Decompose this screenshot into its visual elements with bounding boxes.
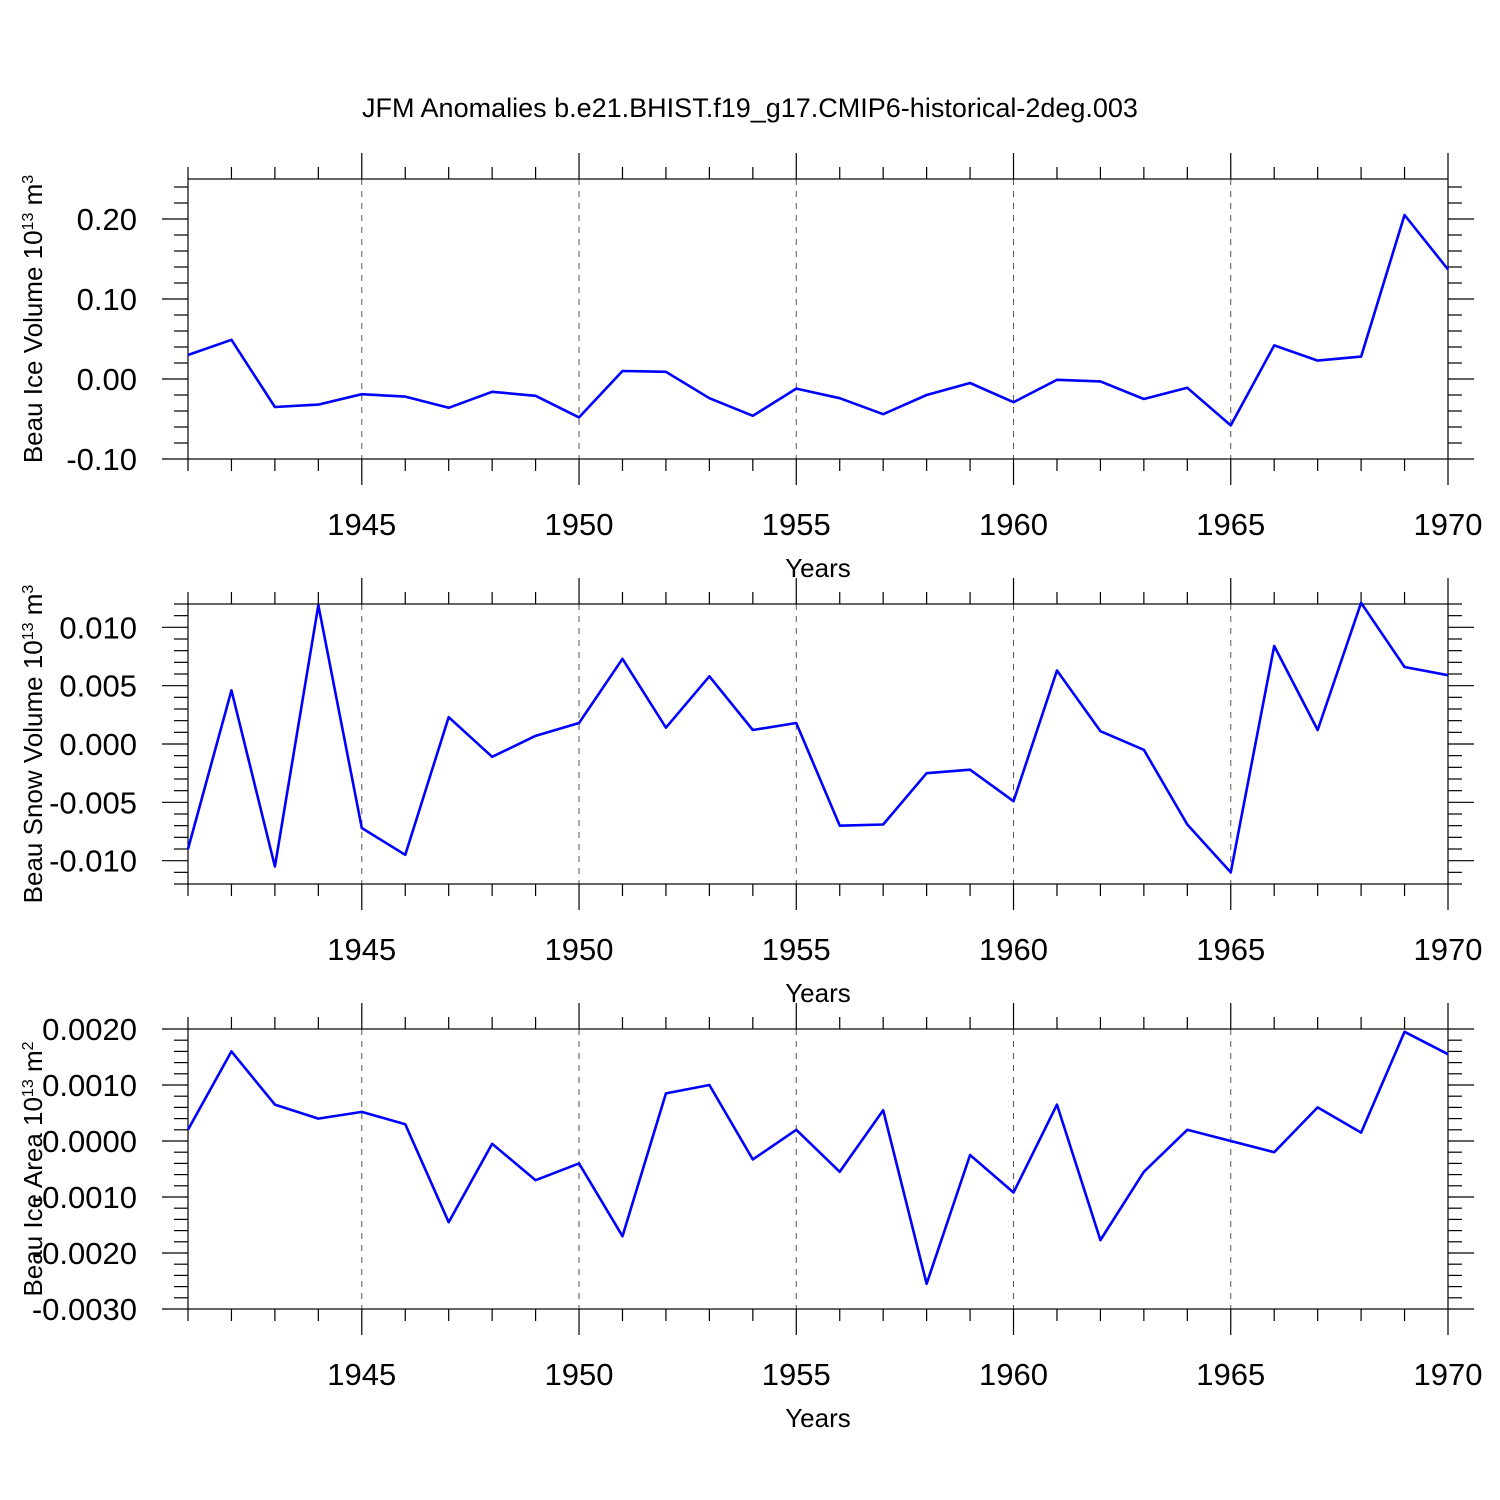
y-axis-title-part: m (18, 184, 48, 213)
x-tick-label: 1960 (979, 932, 1048, 967)
y-tick-label: -0.005 (49, 785, 137, 820)
x-tick-label: 1955 (762, 932, 831, 967)
y-axis-title-superscript: 3 (20, 175, 37, 184)
y-axis-title: Beau Snow Volume 1013 m3 (18, 585, 48, 904)
y-axis-title-superscript: 13 (20, 622, 37, 640)
x-axis-title: Years (785, 553, 851, 583)
y-axis-title-part: Beau Snow Volume 10 (18, 640, 48, 903)
y-tick-label: 0.0010 (42, 1068, 137, 1103)
x-tick-label: 1960 (979, 507, 1048, 542)
x-tick-label: 1970 (1414, 507, 1483, 542)
y-axis-title-superscript: 13 (20, 1079, 37, 1097)
y-axis-title-part: Beau Ice Volume 10 (18, 230, 48, 463)
plot-frame (187, 603, 1449, 885)
series-line (186, 1030, 1449, 1286)
y-tick-label: 0.005 (59, 669, 137, 704)
x-tick-label: 1955 (762, 1357, 831, 1392)
y-axis-title-superscript: 13 (20, 213, 37, 231)
x-axis-title: Years (785, 978, 851, 1008)
chart-panel-3: 1945 1950 1955 1960 1965 1970 0.0020 0.0010 0.00… (18, 1003, 1482, 1433)
x-tick-label: 1945 (327, 932, 396, 967)
x-tick-label: 1950 (545, 507, 614, 542)
x-axis-title: Years (785, 1403, 851, 1433)
y-axis-title-superscript: 3 (20, 585, 37, 594)
y-tick-label: 0.20 (77, 202, 137, 237)
y-tick-label: -0.010 (49, 844, 137, 879)
y-tick-label: -0.0020 (32, 1236, 137, 1271)
plot-frame (187, 178, 1449, 460)
y-axis-title-part: m (18, 1050, 48, 1079)
chart-panel-2: 1945 1950 1955 1960 1965 1970 0.010 0.005 0.000 -… (18, 578, 1482, 1008)
y-axis-title-superscript: 2 (20, 1041, 37, 1050)
chart-title: JFM Anomalies b.e21.BHIST.f19_g17.CMIP6-… (362, 93, 1138, 123)
y-tick-label: -0.0010 (32, 1180, 137, 1215)
y-tick-label: -0.0030 (32, 1292, 137, 1327)
y-axis-title: Beau Ice Area 1013 m2 (18, 1041, 48, 1296)
panels: 1945 1950 1955 1960 1965 1970 0.20 0.10 0.00 -0.1… (18, 153, 1482, 1433)
x-tick-label: 1965 (1196, 1357, 1265, 1392)
x-tick-label: 1960 (979, 1357, 1048, 1392)
y-tick-label: 0.0000 (42, 1124, 137, 1159)
y-tick-label: 0.0020 (42, 1012, 137, 1047)
x-tick-label: 1945 (327, 1357, 396, 1392)
x-tick-label: 1950 (545, 932, 614, 967)
y-tick-label: 0.010 (59, 610, 137, 645)
series-line (187, 213, 1450, 427)
x-tick-label: 1955 (762, 507, 831, 542)
y-tick-label: 0.000 (59, 727, 137, 762)
x-tick-label: 1965 (1196, 932, 1265, 967)
y-tick-label: 0.10 (77, 282, 137, 317)
chart-panel-1: 1945 1950 1955 1960 1965 1970 0.20 0.10 0.00 -0.1… (18, 153, 1482, 583)
y-tick-label: 0.00 (77, 362, 137, 397)
plot-frame (187, 1028, 1449, 1310)
x-tick-label: 1965 (1196, 507, 1265, 542)
x-tick-label: 1970 (1414, 1357, 1483, 1392)
x-tick-label: 1970 (1414, 932, 1483, 967)
series-line (186, 601, 1449, 874)
y-axis-title-part: Beau Ice Area 10 (18, 1097, 48, 1296)
x-tick-label: 1950 (545, 1357, 614, 1392)
y-tick-label: -0.10 (66, 442, 137, 477)
y-axis-title: Beau Ice Volume 1013 m3 (18, 175, 48, 463)
x-tick-label: 1945 (327, 507, 396, 542)
y-axis-title-part: m (18, 594, 48, 623)
